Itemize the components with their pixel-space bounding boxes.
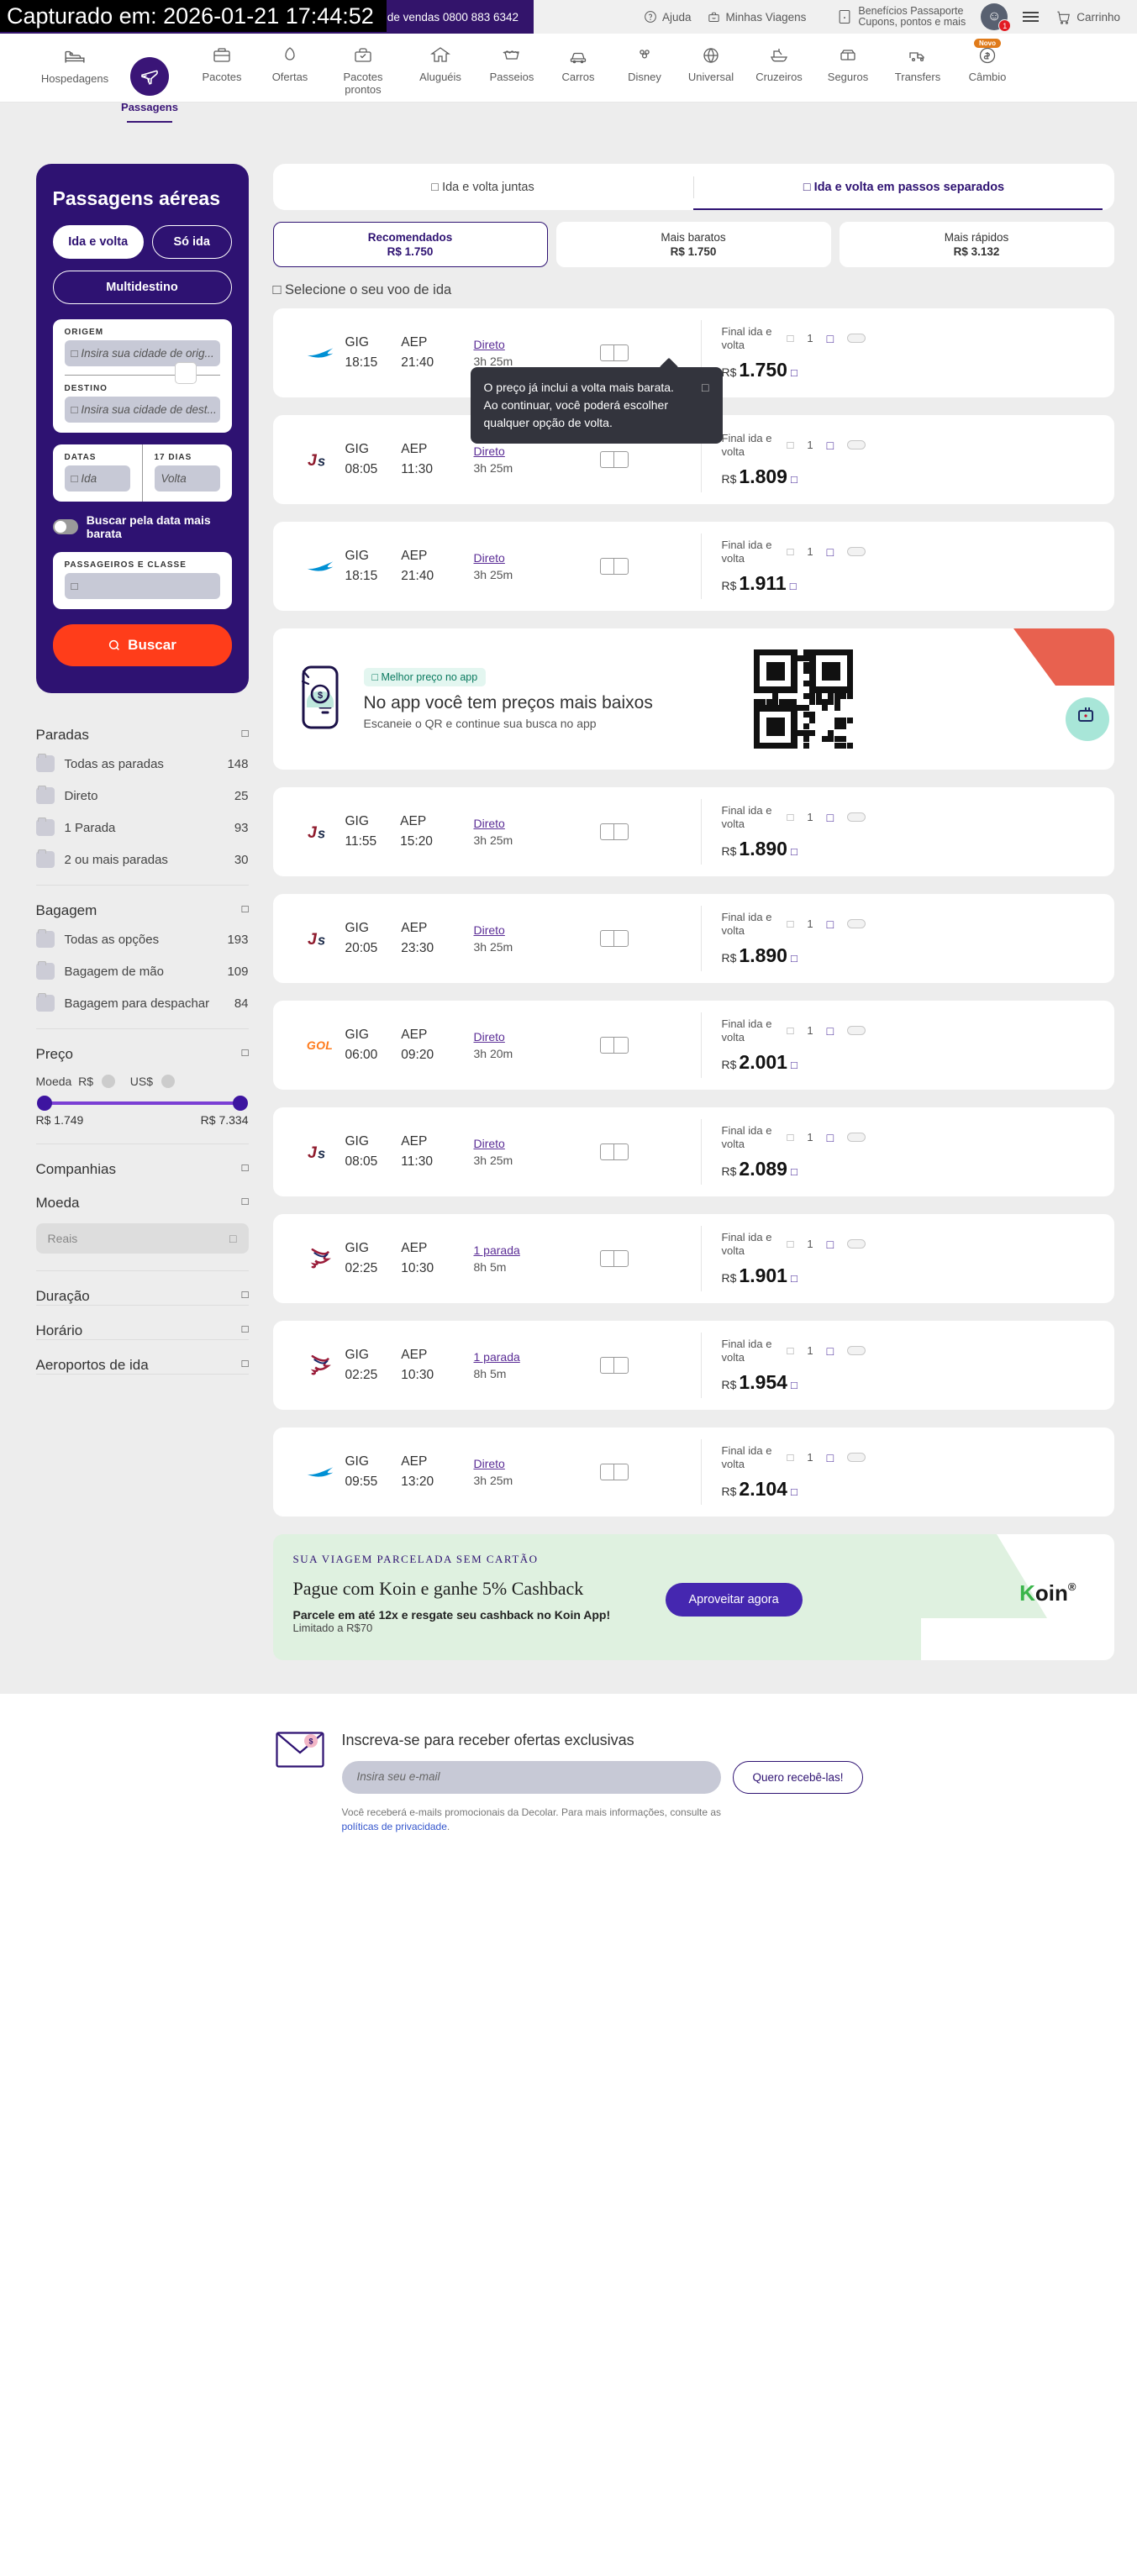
svg-text:J: J bbox=[308, 1143, 318, 1162]
svg-text:s: s bbox=[318, 827, 325, 842]
svg-text:s: s bbox=[318, 933, 325, 949]
svg-text:J: J bbox=[308, 451, 318, 470]
svg-text:J: J bbox=[308, 930, 318, 949]
svg-text:J: J bbox=[308, 823, 318, 842]
svg-text:$: $ bbox=[308, 1737, 313, 1746]
svg-text:s: s bbox=[318, 1147, 325, 1162]
svg-text:$: $ bbox=[317, 691, 322, 701]
svg-text:s: s bbox=[318, 455, 325, 470]
